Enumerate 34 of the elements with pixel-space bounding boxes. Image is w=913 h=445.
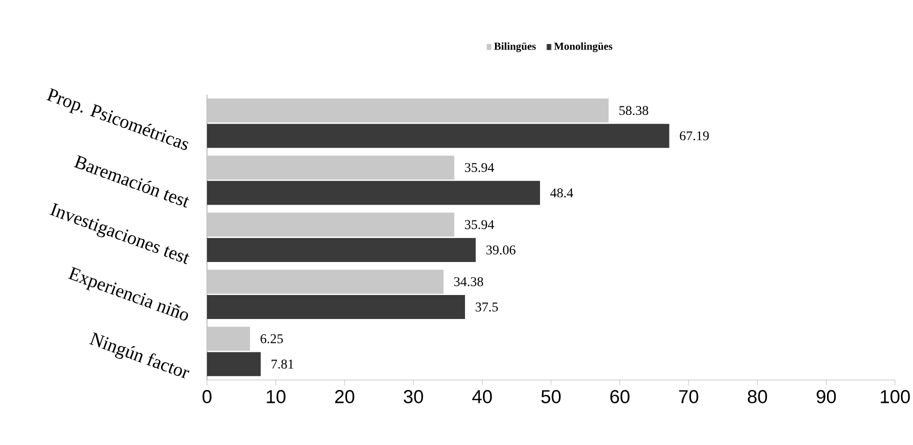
data-label: 67.19 (680, 131, 709, 140)
x-tick-label: 50 (541, 390, 561, 404)
x-tick-label: 70 (679, 390, 698, 404)
data-label: 6.25 (260, 334, 283, 344)
x-tick-label: 10 (266, 390, 286, 404)
x-tick-label: 100 (880, 390, 910, 404)
data-label: 35.94 (464, 220, 494, 230)
data-label: 58.38 (619, 106, 648, 116)
data-label: 34.38 (454, 277, 484, 286)
x-tick-label: 60 (610, 390, 630, 404)
bar (207, 238, 476, 262)
data-label: 39.06 (486, 245, 516, 255)
bar (207, 326, 250, 351)
bar (207, 124, 670, 148)
data-label: 37.5 (476, 302, 498, 312)
x-tick-label: 90 (816, 390, 836, 404)
data-label: 35.94 (464, 163, 494, 172)
legend-label: Monolingües (554, 42, 612, 52)
bar (207, 156, 454, 180)
x-tick-label: 20 (335, 390, 354, 404)
x-tick-label: 30 (404, 390, 424, 404)
data-label: 48.4 (550, 188, 574, 198)
bar (207, 295, 466, 320)
bar (207, 352, 261, 376)
x-tick-label: 0 (202, 390, 212, 404)
legend-label: Bilingües (494, 42, 536, 52)
bar (207, 98, 609, 123)
data-label: 7.81 (272, 360, 294, 369)
x-tick-label: 40 (472, 390, 492, 404)
bar (207, 270, 444, 294)
bar (207, 212, 454, 237)
bar (207, 180, 540, 205)
x-tick-label: 80 (748, 390, 768, 404)
y-tick-label: Ningún factor (89, 332, 190, 379)
